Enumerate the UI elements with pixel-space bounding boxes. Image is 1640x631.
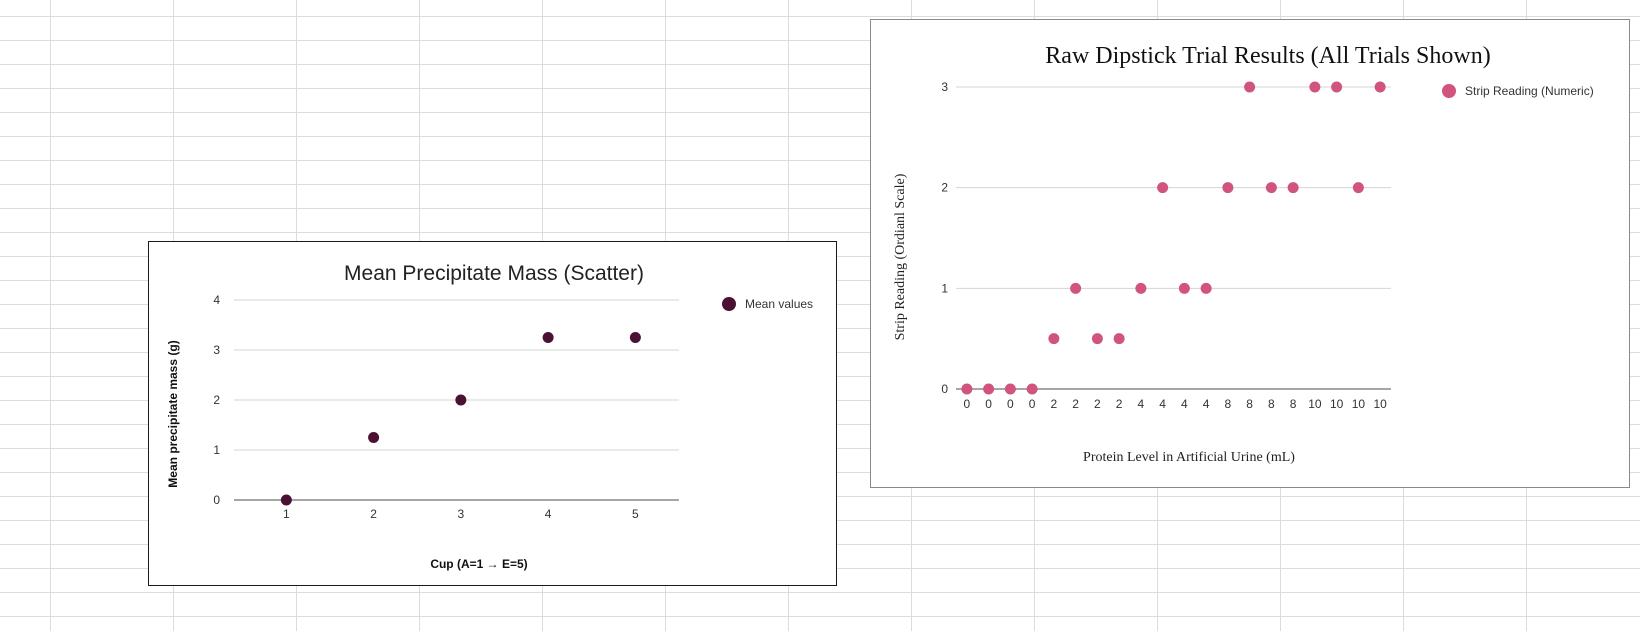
x-tick-label: 4 xyxy=(1181,397,1188,411)
data-point xyxy=(455,394,467,406)
data-point xyxy=(629,332,641,343)
chart-title: Raw Dipstick Trial Results (All Trials S… xyxy=(1045,43,1490,69)
x-tick-label: 3 xyxy=(458,507,465,521)
x-tick-label: 2 xyxy=(1051,397,1058,411)
data-point xyxy=(983,383,995,395)
x-axis-label: Cup (A=1 → E=5) xyxy=(430,557,527,571)
data-point xyxy=(542,332,554,343)
y-tick-label: 2 xyxy=(941,181,948,195)
data-point xyxy=(1244,81,1256,93)
data-point xyxy=(961,383,973,395)
mean-precipitate-chart: 0 1 2 3 4 1 2 3 4 5 Mean Precipitate Mass (Scatt… xyxy=(148,241,837,586)
data-point xyxy=(1026,383,1038,395)
x-tick-label: 10 xyxy=(1373,397,1387,411)
x-tick-label: 10 xyxy=(1352,397,1366,411)
data-point xyxy=(1157,182,1169,194)
x-tick-label: 0 xyxy=(985,397,992,411)
x-tick-label: 4 xyxy=(1138,397,1145,411)
legend-label: Mean values xyxy=(745,297,813,311)
x-tick-label: 2 xyxy=(1072,397,1079,411)
data-point xyxy=(1004,383,1016,395)
x-tick-label: 2 xyxy=(1116,397,1123,411)
y-tick-label: 1 xyxy=(941,281,948,295)
data-point xyxy=(1200,282,1212,294)
x-tick-label: 0 xyxy=(1029,397,1036,411)
x-tick-label: 10 xyxy=(1330,397,1344,411)
x-tick-label: 8 xyxy=(1290,397,1297,411)
y-tick-label: 0 xyxy=(213,493,220,507)
x-tick-label: 1 xyxy=(283,507,290,521)
y-tick-label: 2 xyxy=(213,393,220,407)
data-point xyxy=(1135,282,1147,294)
data-point xyxy=(368,432,380,443)
data-point xyxy=(1352,182,1364,194)
x-tick-label: 4 xyxy=(1203,397,1210,411)
x-tick-label: 4 xyxy=(545,507,552,521)
data-point xyxy=(1222,182,1234,194)
y-tick-label: 4 xyxy=(213,293,220,307)
y-axis-label: Strip Reading (Ordianl Scale) xyxy=(893,173,908,340)
x-tick-label: 2 xyxy=(370,507,377,521)
x-tick-label: 0 xyxy=(964,397,971,411)
data-point xyxy=(1374,81,1386,93)
data-point xyxy=(1048,333,1060,345)
legend-marker xyxy=(1442,84,1456,98)
y-tick-label: 3 xyxy=(213,343,220,357)
x-tick-label: 10 xyxy=(1308,397,1322,411)
x-tick-label: 0 xyxy=(1007,397,1014,411)
data-point xyxy=(1113,333,1125,345)
legend-label: Strip Reading (Numeric) xyxy=(1465,84,1594,98)
x-tick-label: 4 xyxy=(1159,397,1166,411)
data-point xyxy=(1091,333,1103,345)
data-point xyxy=(280,494,292,506)
y-tick-label: 1 xyxy=(213,443,220,457)
x-axis-label: Protein Level in Artificial Urine (mL) xyxy=(1083,450,1295,465)
x-tick-label: 8 xyxy=(1246,397,1253,411)
x-tick-label: 2 xyxy=(1094,397,1101,411)
data-point xyxy=(1265,182,1277,194)
mean-precipitate-svg: 0 1 2 3 4 1 2 3 4 5 Mean Precipitate Mass (Scatt… xyxy=(166,262,813,571)
x-tick-label: 5 xyxy=(632,507,639,521)
legend-marker xyxy=(722,297,736,311)
data-point xyxy=(1070,282,1082,294)
y-tick-label: 3 xyxy=(941,80,948,94)
y-tick-label: 0 xyxy=(941,382,948,396)
data-point xyxy=(1287,182,1299,194)
x-tick-label: 8 xyxy=(1225,397,1232,411)
data-point xyxy=(1331,81,1343,93)
data-point xyxy=(1178,282,1190,294)
x-tick-label: 8 xyxy=(1268,397,1275,411)
chart-title: Mean Precipitate Mass (Scatter) xyxy=(344,262,644,285)
data-point xyxy=(1309,81,1321,93)
y-axis-label: Mean precipitate mass (g) xyxy=(166,340,180,487)
